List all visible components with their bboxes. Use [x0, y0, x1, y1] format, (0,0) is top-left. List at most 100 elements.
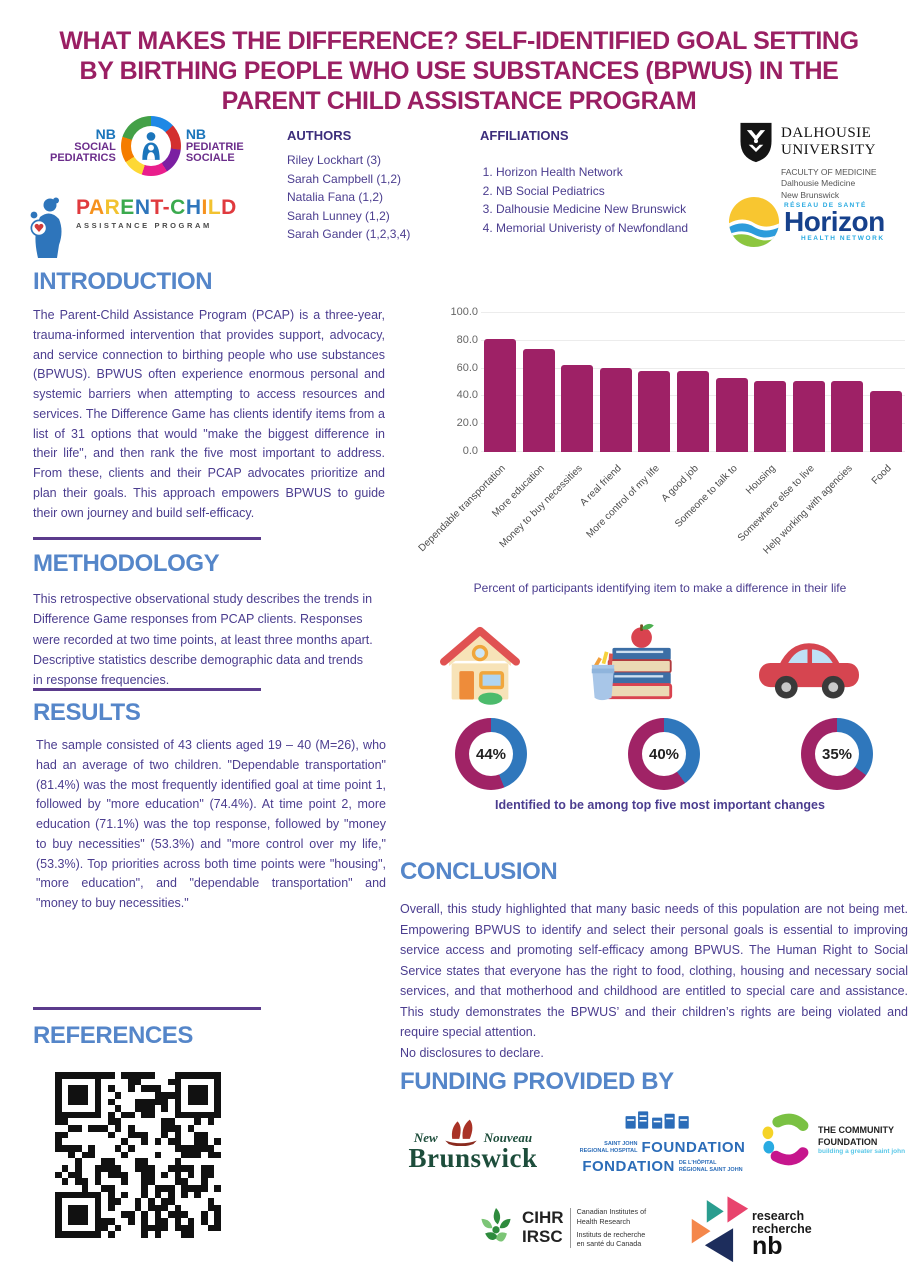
cihr-leaf-icon: [481, 1208, 511, 1242]
author: Sarah Gander (1,2,3,4): [287, 227, 411, 242]
nbgov-nouveau: Nouveau: [483, 1130, 533, 1145]
horizon-top-text: RÉSEAU DE SANTÉ: [784, 201, 867, 209]
horizon-globe-icon: [728, 196, 780, 248]
introduction-body: The Parent-Child Assistance Program (PCA…: [33, 308, 385, 520]
sj-regional-hospital-foundation-logo: SAINT JOHN REGIONAL HOSPITAL FOUNDATION …: [560, 1108, 765, 1175]
pcap-logo-wordmark: PARENT-CHILD: [76, 196, 237, 219]
section-divider: [33, 1007, 261, 1010]
affiliations-block: AFFILIATIONS Horizon Health Network NB S…: [480, 128, 710, 237]
affiliation: Memorial Univeristy of Newfondland: [496, 219, 710, 238]
author: Sarah Lunney (1,2): [287, 208, 390, 223]
sjrhf-small-1: SAINT JOHN: [604, 1140, 638, 1147]
affiliations-list: Horizon Health Network NB Social Pediatr…: [480, 163, 710, 237]
donut-education: 40%: [628, 718, 700, 790]
hospital-buildings-icon: [625, 1111, 689, 1129]
horizon-bottom-text: HEALTH NETWORK: [801, 235, 885, 243]
section-divider: [33, 688, 261, 691]
references-qr-code: [55, 1072, 221, 1238]
affiliation: Dalhousie Medicine New Brunswick: [496, 200, 710, 219]
dalhousie-shield-icon: [740, 122, 772, 163]
introduction-heading: INTRODUCTION: [33, 268, 213, 295]
bar-6: [715, 377, 748, 452]
rnb-abbr: nb: [752, 1232, 783, 1261]
cihr-logo: CIHR IRSC Canadian Institutes of Health …: [476, 1206, 646, 1250]
new-brunswick-logo: New Nouveau Brunswick: [398, 1116, 548, 1173]
parent-child-figure-icon: [142, 132, 160, 160]
donut-transportation-percent: 35%: [815, 732, 859, 776]
community-foundation-logo: THE COMMUNITY FOUNDATION building a grea…: [758, 1113, 905, 1167]
horizon-logo: RÉSEAU DE SANTÉ Horizon HEALTH NETWORK: [728, 196, 885, 248]
community-foundation-tagline: building a greater saint john: [818, 1147, 906, 1155]
section-divider: [33, 537, 261, 540]
cihr-fulltext: Canadian Institutes of Health Research I…: [576, 1207, 647, 1249]
donut-housing: 44%: [455, 718, 527, 790]
horizon-wordmark: Horizon: [784, 205, 885, 237]
sjrhf-small-2: REGIONAL HOSPITAL: [579, 1147, 638, 1154]
rnb-text-fr: recherche: [752, 1222, 812, 1236]
rnb-text-en: research: [752, 1208, 805, 1223]
nb-logo-text-fr: NB PEDIATRIE SOCIALE: [185, 126, 244, 165]
bar-chart-caption: Percent of participants identifying item…: [473, 581, 847, 595]
community-foundation-name-2: FOUNDATION: [818, 1136, 878, 1147]
nbgov-new: New: [413, 1130, 438, 1145]
conclusion-body: Overall, this study highlighted that man…: [400, 902, 908, 1039]
bar-3: [599, 367, 632, 452]
conclusion-block: Overall, this study highlighted that man…: [400, 899, 908, 1063]
infographic-caption: Identified to be among top five most imp…: [495, 798, 825, 812]
sjrhf-foundation-fr: FONDATION: [582, 1158, 675, 1175]
y-tick-label: 40.0: [456, 389, 478, 402]
author: Riley Lockhart (3): [287, 153, 382, 167]
y-tick-label: 20.0: [456, 417, 478, 430]
bar-chart-plot: [481, 312, 905, 452]
sjrhf-small-4: RÉGIONAL SAINT JOHN: [678, 1166, 743, 1173]
y-tick-label: 100.0: [450, 306, 478, 318]
y-tick-label: 0.0: [462, 445, 478, 457]
research-nb-pinwheel-icon: [691, 1196, 749, 1263]
y-tick-label: 80.0: [456, 333, 478, 346]
car-icon: [759, 643, 859, 699]
nb-social-pediatrics-logo: NB SOCIAL PEDIATRICS NB PEDIATRIE SOCIAL…: [50, 116, 244, 176]
sjrhf-foundation-en: FOUNDATION: [641, 1139, 746, 1156]
sjrhf-small-3: DE L'HÔPITAL: [678, 1159, 717, 1166]
affiliation: NB Social Pediatrics: [496, 182, 710, 201]
bar-1: [522, 348, 555, 452]
pregnant-parent-icon: [30, 197, 62, 258]
community-foundation-name-1: THE COMMUNITY: [818, 1125, 894, 1136]
bar-0: [484, 338, 517, 452]
donut-education-percent: 40%: [642, 732, 686, 776]
conclusion-disclosure: No disclosures to declare.: [400, 1045, 544, 1060]
cihr-divider: [569, 1208, 571, 1248]
authors-block: AUTHORS Riley Lockhart (3) Sarah Campbel…: [287, 128, 467, 244]
ship-icon: [444, 1119, 477, 1146]
author: Natalia Fana (1,2): [287, 190, 384, 205]
affiliations-heading: AFFILIATIONS: [480, 128, 569, 143]
y-tick-label: 60.0: [456, 361, 478, 374]
conclusion-heading: CONCLUSION: [400, 858, 558, 885]
pcap-logo: PARENT-CHILD ASSISTANCE PROGRAM: [28, 197, 237, 259]
bar-8: [792, 380, 825, 452]
methodology-body: This retrospective observational study d…: [33, 592, 373, 687]
bar-chart-x-labels: Dependable transportation More education M…: [417, 457, 905, 572]
gridline: [481, 339, 905, 341]
cihr-abbr: CIHR IRSC: [522, 1208, 564, 1246]
research-nb-logo: research recherche nb: [688, 1196, 812, 1270]
authors-list: Riley Lockhart (3) Sarah Campbell (1,2) …: [287, 151, 467, 244]
bar-2: [561, 364, 594, 452]
donut-transportation: 35%: [801, 718, 873, 790]
affiliation: Horizon Health Network: [496, 163, 710, 182]
bar-7: [754, 380, 787, 452]
donut-housing-percent: 44%: [469, 732, 513, 776]
references-heading: REFERENCES: [33, 1022, 194, 1049]
bar-9: [831, 380, 864, 452]
dalhousie-wordmark: DALHOUSIE UNIVERSITY: [781, 125, 876, 158]
dalhousie-logo: DALHOUSIE UNIVERSITY FACULTY OF MEDICINE…: [737, 121, 907, 201]
results-body: The sample consisted of 43 clients aged …: [36, 738, 386, 910]
nb-logo-text-en: NB SOCIAL PEDIATRICS: [50, 126, 116, 165]
community-foundation-c-icon: [762, 1113, 809, 1166]
poster-title: WHAT MAKES THE DIFFERENCE? SELF-IDENTIFI…: [59, 27, 859, 115]
pcap-logo-subtitle: ASSISTANCE PROGRAM: [76, 221, 212, 230]
nbgov-brunswick: Brunswick: [408, 1143, 538, 1173]
house-icon: [440, 626, 520, 705]
gridline: [481, 367, 905, 369]
bar-5: [677, 371, 709, 452]
